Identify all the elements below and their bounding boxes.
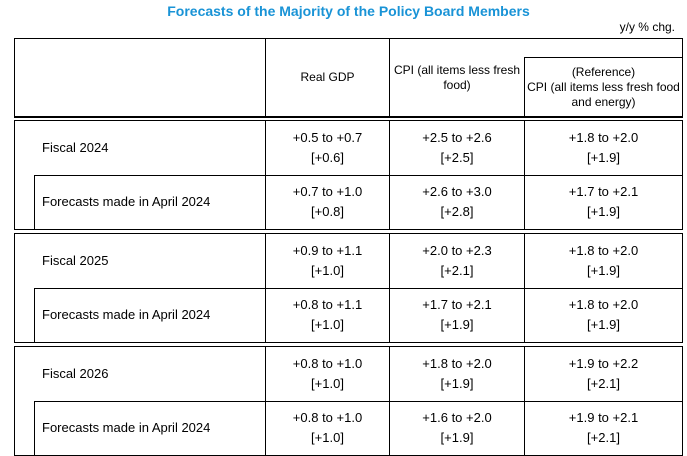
median-value: [+2.1] xyxy=(587,430,620,445)
forecast-cell-ref: +1.7 to +2.1 [+1.9] xyxy=(524,175,682,229)
range-value: +1.8 to +2.0 xyxy=(568,243,639,258)
group-fiscal-2024: Fiscal 2024 +0.5 to +0.7 [+0.6] +2.5 to … xyxy=(14,120,683,230)
forecast-cell-cpi: +1.8 to +2.0 [+1.9] xyxy=(389,347,524,401)
median-value: [+1.0] xyxy=(311,317,344,332)
range-value: +2.0 to +2.3 xyxy=(422,243,492,258)
table-row: Fiscal 2026 +0.8 to +1.0 [+1.0] +1.8 to … xyxy=(15,347,682,401)
range-value: +1.6 to +2.0 xyxy=(422,410,492,425)
forecast-cell-gdp: +0.5 to +0.7 [+0.6] xyxy=(265,121,389,175)
table-row: Fiscal 2024 +0.5 to +0.7 [+0.6] +2.5 to … xyxy=(15,121,682,175)
median-value: [+1.9] xyxy=(587,263,620,278)
forecast-cell-ref: +1.8 to +2.0 [+1.9] xyxy=(524,121,682,175)
table-header-row: Real GDP CPI (all items less fresh food)… xyxy=(14,38,683,118)
fiscal-year-label: Fiscal 2024 xyxy=(42,140,109,155)
april-forecast-label: Forecasts made in April 2024 xyxy=(42,420,211,435)
range-value: +0.5 to +0.7 xyxy=(292,130,363,145)
forecast-cell-ref: +1.9 to +2.1 [+2.1] xyxy=(524,401,682,455)
range-value: +1.9 to +2.1 xyxy=(568,410,639,425)
range-value: +0.8 to +1.1 xyxy=(292,297,363,312)
range-value: +2.5 to +2.6 xyxy=(422,130,492,145)
range-value: +1.7 to +2.1 xyxy=(568,184,639,199)
table-row-april: Forecasts made in April 2024 +0.8 to +1.… xyxy=(15,288,682,342)
median-value: [+2.8] xyxy=(440,204,474,219)
fiscal-year-label: Fiscal 2025 xyxy=(42,253,109,268)
header-reference: (Reference) CPI (all items less fresh fo… xyxy=(524,39,682,116)
range-value: +1.7 to +2.1 xyxy=(422,297,492,312)
median-value: [+1.0] xyxy=(311,263,344,278)
table-row-april: Forecasts made in April 2024 +0.7 to +1.… xyxy=(15,175,682,229)
median-value: [+2.1] xyxy=(587,376,620,391)
forecast-cell-cpi: +2.0 to +2.3 [+2.1] xyxy=(389,234,524,288)
header-reference-name: CPI (all items less fresh food and energ… xyxy=(527,79,680,109)
range-value: +2.6 to +3.0 xyxy=(422,184,492,199)
forecast-cell-gdp: +0.8 to +1.0 [+1.0] xyxy=(265,347,389,401)
forecast-cell-gdp: +0.8 to +1.0 [+1.0] xyxy=(265,401,389,455)
median-value: [+1.9] xyxy=(440,430,474,445)
header-reference-tag: (Reference) xyxy=(571,64,636,79)
median-value: [+1.9] xyxy=(440,317,474,332)
table-row-april: Forecasts made in April 2024 +0.8 to +1.… xyxy=(15,401,682,455)
median-value: [+1.0] xyxy=(311,376,344,391)
median-value: [+1.9] xyxy=(587,317,620,332)
table-row: Fiscal 2025 +0.9 to +1.1 [+1.0] +2.0 to … xyxy=(15,234,682,288)
median-value: [+0.6] xyxy=(311,150,344,165)
median-value: [+0.8] xyxy=(311,204,344,219)
header-reference-box: (Reference) CPI (all items less fresh fo… xyxy=(524,57,682,116)
group-fiscal-2026: Fiscal 2026 +0.8 to +1.0 [+1.0] +1.8 to … xyxy=(14,346,683,456)
median-value: [+1.9] xyxy=(587,204,620,219)
range-value: +0.8 to +1.0 xyxy=(292,356,363,371)
forecast-cell-gdp: +0.9 to +1.1 [+1.0] xyxy=(265,234,389,288)
median-value: [+1.9] xyxy=(440,376,474,391)
range-value: +0.9 to +1.1 xyxy=(292,243,363,258)
median-value: [+1.9] xyxy=(587,150,620,165)
forecast-cell-gdp: +0.7 to +1.0 [+0.8] xyxy=(265,175,389,229)
header-cpi: CPI (all items less fresh food) xyxy=(389,39,524,116)
range-value: +1.8 to +2.0 xyxy=(568,297,639,312)
range-value: +0.7 to +1.0 xyxy=(292,184,363,199)
range-value: +1.8 to +2.0 xyxy=(568,130,639,145)
page-title: Forecasts of the Majority of the Policy … xyxy=(167,3,530,19)
median-value: [+2.1] xyxy=(440,263,474,278)
median-value: [+1.0] xyxy=(311,430,344,445)
forecast-cell-ref: +1.8 to +2.0 [+1.9] xyxy=(524,234,682,288)
forecast-cell-cpi: +1.7 to +2.1 [+1.9] xyxy=(389,288,524,342)
header-real-gdp-label: Real GDP xyxy=(300,70,355,84)
unit-note: y/y % chg. xyxy=(619,20,675,34)
forecast-cell-ref: +1.8 to +2.0 [+1.9] xyxy=(524,288,682,342)
header-cpi-label: CPI (all items less fresh food) xyxy=(393,62,521,92)
fiscal-year-label: Fiscal 2026 xyxy=(42,366,109,381)
range-value: +1.8 to +2.0 xyxy=(422,356,492,371)
forecast-table: Real GDP CPI (all items less fresh food)… xyxy=(14,38,683,456)
forecast-cell-gdp: +0.8 to +1.1 [+1.0] xyxy=(265,288,389,342)
forecast-cell-ref: +1.9 to +2.2 [+2.1] xyxy=(524,347,682,401)
forecast-cell-cpi: +1.6 to +2.0 [+1.9] xyxy=(389,401,524,455)
median-value: [+2.5] xyxy=(440,150,474,165)
forecast-cell-cpi: +2.6 to +3.0 [+2.8] xyxy=(389,175,524,229)
range-value: +0.8 to +1.0 xyxy=(292,410,363,425)
range-value: +1.9 to +2.2 xyxy=(568,356,639,371)
header-period xyxy=(15,39,265,116)
header-real-gdp: Real GDP xyxy=(265,39,389,116)
april-forecast-label: Forecasts made in April 2024 xyxy=(42,194,211,209)
april-forecast-label: Forecasts made in April 2024 xyxy=(42,307,211,322)
forecast-cell-cpi: +2.5 to +2.6 [+2.5] xyxy=(389,121,524,175)
group-fiscal-2025: Fiscal 2025 +0.9 to +1.1 [+1.0] +2.0 to … xyxy=(14,233,683,343)
